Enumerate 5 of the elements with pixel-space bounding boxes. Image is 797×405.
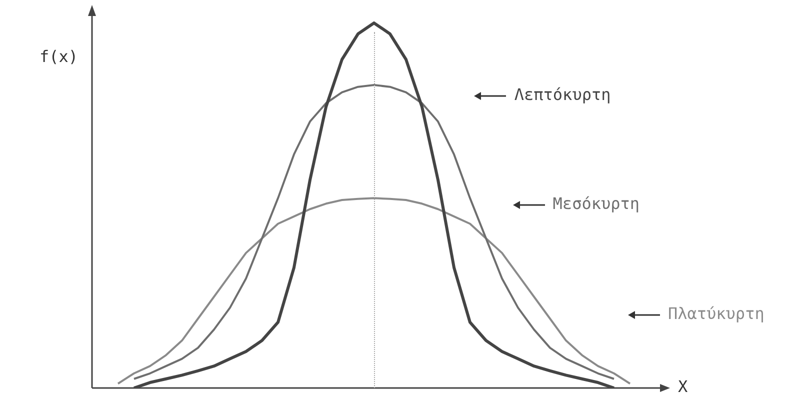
y-axis-title: f(x) xyxy=(39,47,78,66)
text: Λεπτόκυρτη xyxy=(514,84,611,104)
x-axis-title: X xyxy=(678,377,688,396)
text: Πλατύκυρτη xyxy=(668,304,764,323)
text: Mεσόκυρτη xyxy=(552,194,640,214)
